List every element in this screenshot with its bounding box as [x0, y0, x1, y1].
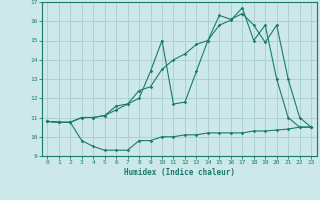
X-axis label: Humidex (Indice chaleur): Humidex (Indice chaleur) [124, 168, 235, 177]
